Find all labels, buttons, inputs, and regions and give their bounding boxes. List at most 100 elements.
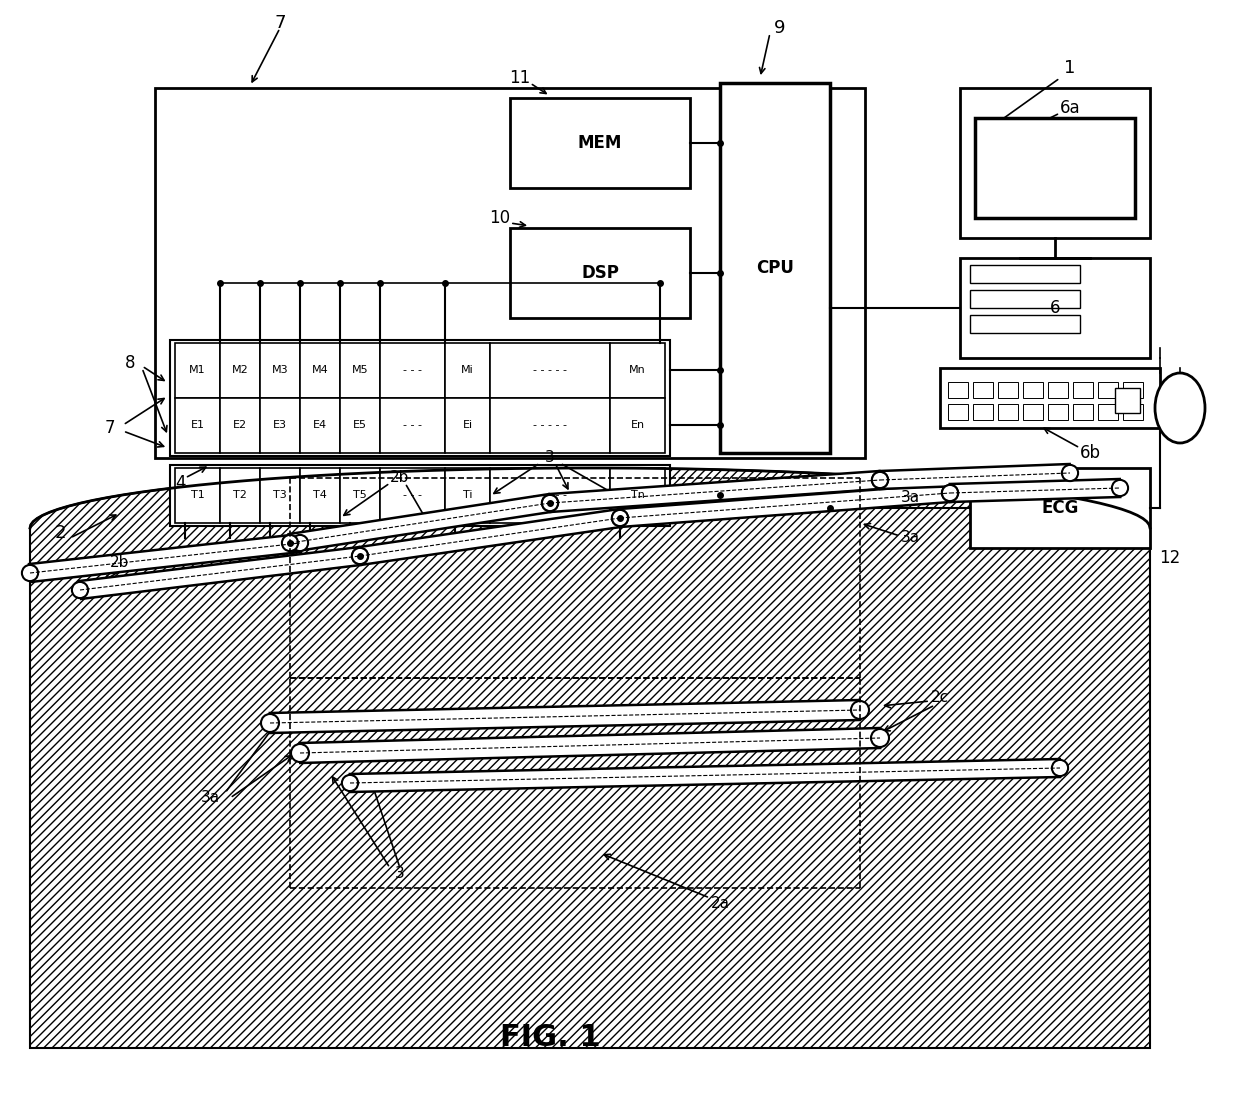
Text: E3: E3	[273, 421, 286, 430]
Bar	[960, 258, 1149, 358]
Bar	[155, 88, 866, 458]
Text: 7: 7	[104, 419, 115, 437]
Polygon shape	[549, 471, 880, 512]
Bar	[300, 397, 340, 453]
Text: Mi: Mi	[461, 366, 474, 376]
Text: E4: E4	[312, 421, 327, 430]
Text: 2c: 2c	[931, 691, 949, 706]
Text: T1: T1	[191, 491, 205, 501]
Bar	[1048, 382, 1068, 397]
Text: 3a: 3a	[201, 791, 219, 806]
Bar	[970, 290, 1080, 309]
Bar	[175, 397, 219, 453]
Ellipse shape	[942, 485, 959, 501]
Bar	[490, 468, 610, 523]
Text: T4: T4	[312, 491, 327, 501]
Bar	[219, 468, 260, 523]
Bar	[1023, 382, 1043, 397]
Text: 7: 7	[274, 14, 285, 32]
Bar	[970, 315, 1080, 333]
Bar	[1073, 382, 1092, 397]
Text: 3a: 3a	[900, 530, 920, 546]
Text: M5: M5	[352, 366, 368, 376]
Text: 6b: 6b	[1080, 444, 1101, 462]
Bar	[379, 343, 445, 397]
Text: E1: E1	[191, 421, 205, 430]
Text: M2: M2	[232, 366, 248, 376]
Bar	[445, 397, 490, 453]
Bar	[1048, 404, 1068, 421]
Text: Ei: Ei	[463, 421, 472, 430]
Bar	[949, 404, 968, 421]
Text: 6a: 6a	[1060, 99, 1080, 117]
Ellipse shape	[942, 485, 959, 501]
Polygon shape	[270, 701, 861, 733]
Polygon shape	[350, 759, 1060, 792]
Bar	[219, 343, 260, 397]
Text: - - - - -: - - - - -	[533, 366, 567, 376]
Bar	[1115, 388, 1140, 413]
Ellipse shape	[1061, 464, 1078, 481]
Text: 11: 11	[510, 69, 531, 87]
Text: M4: M4	[311, 366, 329, 376]
Ellipse shape	[542, 495, 558, 511]
Text: 12: 12	[1159, 549, 1180, 567]
Ellipse shape	[1154, 373, 1205, 442]
Bar	[970, 265, 1080, 283]
Ellipse shape	[872, 472, 888, 489]
Text: 2b: 2b	[110, 556, 130, 571]
Text: 8: 8	[125, 354, 135, 372]
Ellipse shape	[352, 548, 368, 564]
Ellipse shape	[1112, 480, 1128, 496]
Text: T2: T2	[233, 491, 247, 501]
Text: T5: T5	[353, 491, 367, 501]
Ellipse shape	[611, 509, 629, 526]
Bar	[260, 468, 300, 523]
Text: 1: 1	[1064, 59, 1075, 77]
Ellipse shape	[291, 744, 309, 762]
Polygon shape	[950, 479, 1120, 502]
Bar	[1073, 404, 1092, 421]
Text: Ti: Ti	[463, 491, 472, 501]
Bar	[973, 382, 993, 397]
Bar	[175, 468, 219, 523]
Ellipse shape	[342, 775, 358, 791]
Bar	[490, 397, 610, 453]
Bar	[610, 343, 665, 397]
Text: E2: E2	[233, 421, 247, 430]
Text: T3: T3	[273, 491, 286, 501]
Bar	[720, 83, 830, 453]
Bar	[1097, 404, 1118, 421]
Bar	[170, 340, 670, 456]
Bar	[975, 117, 1135, 219]
Text: Mn: Mn	[629, 366, 646, 376]
Text: ECG: ECG	[1042, 498, 1079, 517]
Text: 2: 2	[55, 524, 66, 542]
Bar	[300, 468, 340, 523]
Ellipse shape	[260, 714, 279, 732]
Bar	[175, 343, 219, 397]
Bar	[1023, 404, 1043, 421]
Ellipse shape	[352, 548, 368, 564]
Bar	[260, 397, 300, 453]
Bar	[490, 343, 610, 397]
Text: - - - - -: - - - - -	[533, 421, 567, 430]
Text: En: En	[630, 421, 645, 430]
Ellipse shape	[1052, 760, 1068, 776]
Text: 3a: 3a	[900, 491, 920, 505]
Bar	[610, 397, 665, 453]
Ellipse shape	[872, 472, 888, 489]
Ellipse shape	[611, 509, 629, 526]
Text: 6: 6	[1050, 299, 1060, 317]
Ellipse shape	[281, 535, 298, 551]
Text: 9: 9	[774, 19, 786, 37]
Text: Tn: Tn	[631, 491, 645, 501]
Polygon shape	[619, 484, 951, 527]
Bar	[1123, 382, 1143, 397]
Text: DSP: DSP	[582, 264, 619, 282]
Ellipse shape	[22, 564, 38, 581]
Bar	[340, 468, 379, 523]
Text: - - - - -: - - - - -	[533, 491, 567, 501]
Polygon shape	[29, 534, 301, 582]
Bar	[260, 343, 300, 397]
